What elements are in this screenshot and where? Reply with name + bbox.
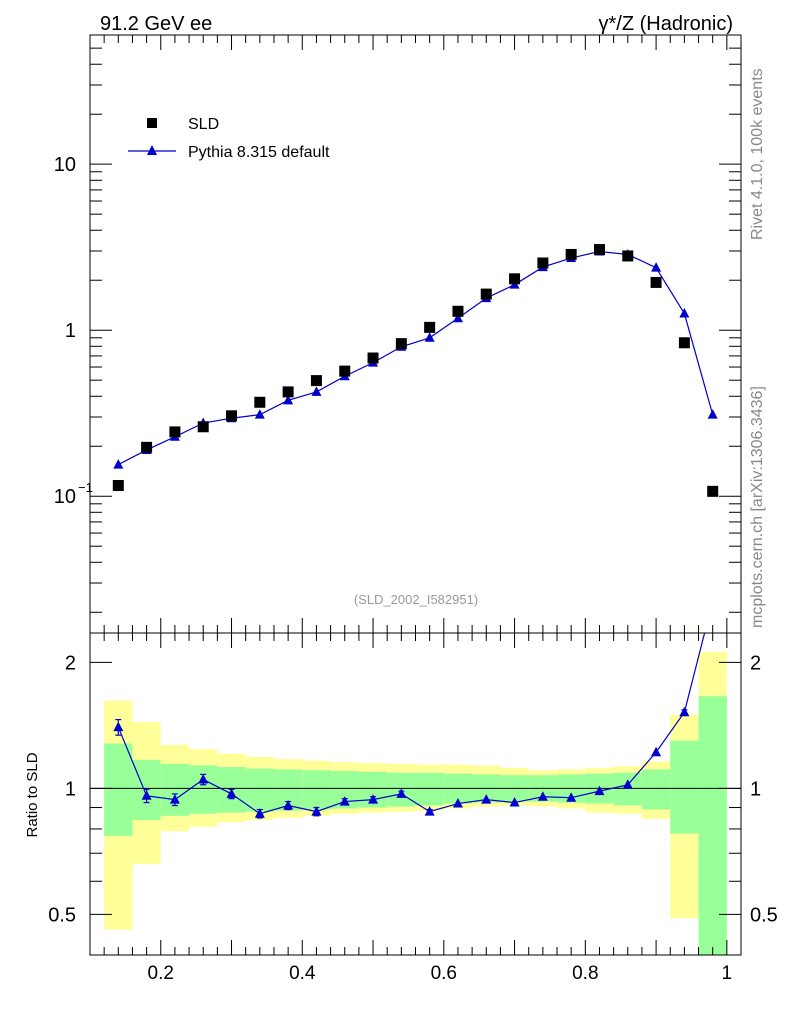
ratio-point [622, 779, 633, 789]
side-label-rivet: Rivet 4.1.0, 100k events [749, 68, 766, 240]
data-series [112, 244, 719, 497]
ratio-point [283, 800, 294, 810]
data-point [197, 421, 209, 433]
ratio-band-inner [104, 743, 133, 836]
y-tick-label-main-exponent: −1 [78, 480, 93, 495]
ratio-point [566, 792, 577, 802]
x-tick-label: 0.2 [148, 963, 174, 984]
ratio-band-inner [302, 770, 331, 810]
data-point [310, 375, 322, 387]
legend-label-sld: SLD [188, 116, 219, 133]
mc-point [424, 332, 435, 342]
y-tick-label-ratio: 2 [65, 652, 76, 674]
mc-point [311, 386, 322, 396]
ratio-point [452, 798, 463, 808]
ratio-point [113, 721, 124, 732]
mc-point [113, 459, 124, 469]
mc-point [679, 308, 690, 318]
ratio-line [117, 633, 706, 815]
data-point [593, 244, 605, 256]
ratio-point [226, 788, 237, 798]
y-tick-label-main: 1 [65, 320, 76, 342]
ratio-point [141, 790, 152, 800]
data-point [254, 396, 266, 408]
ratio-band-inner [698, 696, 727, 955]
title-left: 91.2 GeV ee [100, 13, 212, 35]
side-label-mcplots: mcplots.cern.ch [arXiv:1306.3436] [749, 386, 766, 628]
ratio-point [537, 791, 548, 801]
mc-series [113, 245, 718, 469]
data-point [707, 485, 719, 497]
y-tick-label-ratio-right: 2 [750, 652, 761, 674]
ratio-point [708, 596, 718, 606]
ratio-bands [104, 651, 727, 955]
data-point [650, 276, 662, 288]
y-tick-label-ratio-right: 0.5 [750, 904, 778, 926]
data-point [226, 410, 238, 422]
y-tick-label-ratio: 1 [65, 778, 76, 800]
ratio-point [169, 794, 180, 804]
ratio-band-inner [245, 768, 274, 812]
analysis-label: (SLD_2002_I582951) [354, 592, 478, 607]
mc-line [118, 250, 714, 466]
x-tick-label: 1 [722, 963, 733, 984]
y-tick-label-main: 10 [54, 486, 76, 508]
data-point [424, 321, 436, 333]
mc-point [651, 262, 662, 272]
data-point [169, 426, 181, 438]
x-tick-label: 0.8 [572, 963, 598, 984]
ratio-point [481, 794, 492, 804]
data-point [395, 338, 407, 350]
legend-label-pythia: Pythia 8.315 default [188, 144, 330, 161]
data-point [452, 305, 464, 317]
data-point [565, 248, 577, 260]
data-point [339, 365, 351, 377]
legend-marker-sld [147, 118, 157, 128]
ratio-band-inner [641, 769, 671, 810]
data-point [622, 250, 634, 262]
ratio-point [396, 788, 407, 798]
ratio-band-inner [415, 772, 444, 806]
y-tick-label-ratio: 0.5 [48, 904, 76, 926]
ratio-point [368, 794, 379, 804]
mc-point [452, 312, 463, 323]
ratio-ylabel: Ratio to SLD [24, 752, 41, 837]
ratio-band-inner [160, 763, 190, 816]
data-point [367, 352, 379, 364]
data-point [537, 257, 549, 269]
data-point [678, 337, 690, 349]
ratio-band-inner [189, 765, 218, 814]
x-tick-label: 0.6 [431, 963, 457, 984]
legend: SLD Pythia 8.315 default [128, 116, 330, 161]
mc-point [283, 394, 294, 405]
ratio-point [509, 797, 520, 807]
ratio-point [424, 806, 435, 816]
data-point [282, 386, 294, 398]
ratio-point [339, 796, 350, 806]
title-right: γ*/Z (Hadronic) [599, 13, 733, 35]
ratio-point [254, 808, 265, 818]
ratio-band-inner [613, 772, 642, 806]
y-tick-label-ratio-right: 1 [750, 778, 761, 800]
y-tick-label-main: 10 [54, 154, 76, 176]
data-point [141, 441, 153, 453]
axis-ticks [89, 34, 742, 956]
x-tick-label: 0.4 [289, 963, 316, 984]
ratio-point [594, 785, 605, 796]
mc-point [254, 409, 265, 419]
data-point [509, 273, 521, 285]
legend-marker-pythia [147, 145, 157, 155]
ratio-band-inner [670, 740, 699, 834]
ratio-point [311, 806, 322, 816]
ratio-point [198, 774, 209, 784]
ratio-series [113, 596, 718, 819]
ratio-point [651, 746, 662, 757]
mc-point [707, 409, 718, 419]
data-point [480, 288, 492, 300]
data-point [112, 480, 124, 492]
ratio-point [679, 706, 690, 717]
